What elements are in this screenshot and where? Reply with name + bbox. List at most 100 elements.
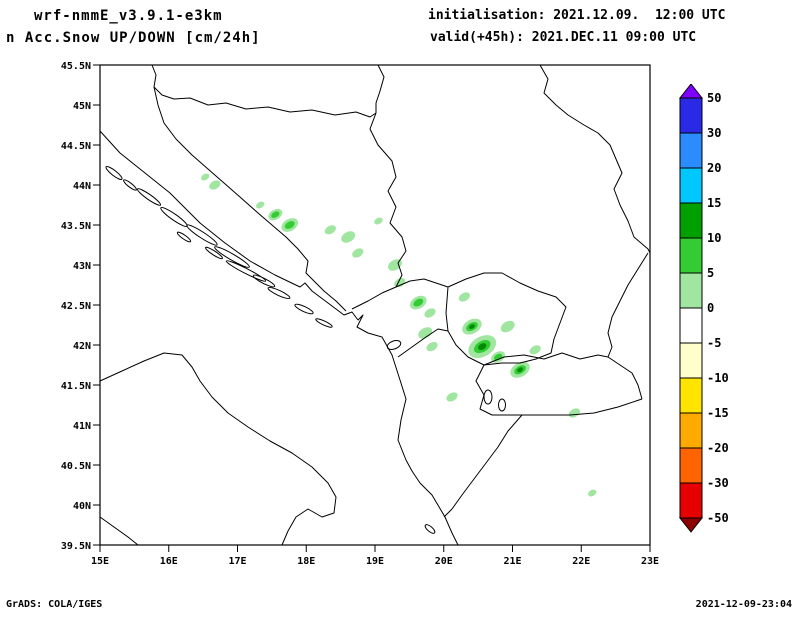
colorbar-band	[679, 377, 703, 414]
colorbar-band	[679, 447, 703, 484]
border-bosnia-croatia	[153, 86, 347, 312]
colorbar-level-label: 10	[707, 231, 721, 245]
snow-spot	[324, 225, 336, 235]
border-montenegro-albania	[397, 328, 449, 358]
snow-spot	[256, 201, 265, 209]
border-greece-albania	[443, 414, 523, 518]
colorbar-band	[679, 307, 703, 344]
border-greece-macedonia	[522, 398, 643, 416]
colorbar-band	[679, 272, 703, 309]
border-kosovo	[445, 272, 567, 366]
coastline-italy	[99, 352, 337, 546]
x-axis-tick-label: 19E	[366, 556, 384, 567]
colorbar-level-label: 0	[707, 301, 714, 315]
colorbar-band	[679, 202, 703, 239]
snow-spot	[341, 231, 356, 243]
colorbar-level-label: 20	[707, 161, 721, 175]
x-axis-tick-label: 23E	[641, 556, 659, 567]
colorbar-level-label: 15	[707, 196, 721, 210]
snow-spot	[413, 298, 424, 307]
snow-spot	[458, 292, 470, 302]
colorbar-level-label: -20	[707, 441, 729, 455]
x-axis-tick-label: 18E	[297, 556, 315, 567]
island	[252, 274, 276, 288]
island	[315, 318, 333, 328]
model-title: wrf-nmmE_v3.9.1-e3km	[34, 8, 223, 24]
island	[186, 224, 218, 246]
lake-ohrid	[483, 389, 493, 405]
colorbar-band	[679, 237, 703, 274]
axes: 45.5N 45N 44.5N 44N 43.5N 43N 42.5N 42N 41.5N 41N…	[61, 61, 659, 567]
island	[294, 303, 314, 315]
product-title: n Acc.Snow UP/DOWN [cm/24h]	[6, 30, 261, 46]
y-axis-tick-label: 44.5N	[61, 141, 91, 152]
island	[136, 188, 162, 206]
plot-timestamp: 2021-12-09-23:04	[695, 599, 792, 610]
colorbar-arrow-top	[678, 84, 704, 99]
colorbar-band	[679, 167, 703, 204]
border-macedonia-north	[483, 352, 609, 366]
island	[225, 260, 267, 282]
colorbar-band	[679, 342, 703, 379]
colorbar-level-label: -50	[707, 511, 729, 525]
colorbar-arrow-bottom	[678, 517, 704, 533]
snow-spot	[517, 367, 523, 373]
y-axis-tick-label: 39.5N	[61, 541, 91, 552]
border-danube	[375, 64, 385, 113]
colorbar-band	[679, 482, 703, 519]
x-axis-tick-label: 17E	[228, 556, 246, 567]
colorbar-band	[679, 97, 703, 134]
island	[123, 179, 137, 191]
lake-scutari	[386, 340, 402, 350]
snow-spot	[418, 327, 433, 339]
border-montenegro-bosnia	[351, 286, 397, 310]
x-axis-tick-label: 15E	[91, 556, 109, 567]
island	[267, 286, 291, 300]
y-axis-tick-label: 41.5N	[61, 381, 91, 392]
snow-spot	[424, 308, 436, 318]
y-axis-tick-label: 43.5N	[61, 221, 91, 232]
snow-spot	[568, 408, 580, 418]
map-plot: 45.5N 45N 44.5N 44N 43.5N 43N 42.5N 42N 41.5N 41N…	[61, 61, 659, 567]
snow-spot	[209, 180, 221, 190]
y-axis-tick-label: 43N	[73, 261, 91, 272]
island	[214, 246, 250, 268]
valid-datetime: valid(+45h): 2021.DEC.11 09:00 UTC	[430, 30, 697, 45]
colorbar-level-label: -15	[707, 406, 729, 420]
y-axis-tick-label: 44N	[73, 181, 91, 192]
y-axis-tick-label: 42N	[73, 341, 91, 352]
country-borders	[99, 64, 651, 546]
border-drina	[369, 112, 407, 288]
colorbar-level-label: 50	[707, 91, 721, 105]
y-axis-tick-label: 45.5N	[61, 61, 91, 72]
snow-spot	[500, 320, 515, 333]
colorbar-band	[679, 132, 703, 169]
coastline-italy-south	[99, 516, 139, 546]
x-axis-tick-label: 16E	[160, 556, 178, 567]
border-macedonia-albania	[475, 364, 522, 416]
y-axis-tick-label: 40.5N	[61, 461, 91, 472]
x-axis-tick-label: 21E	[503, 556, 521, 567]
colorbar-level-label: -5	[707, 336, 721, 350]
snow-spot	[446, 392, 458, 402]
snow-spot	[469, 324, 475, 330]
colorbar-band	[679, 412, 703, 449]
dalmatian-islands	[105, 166, 333, 328]
grads-credit: GrADS: COLA/IGES	[6, 599, 103, 610]
y-axis-tick-label: 45N	[73, 101, 91, 112]
snow-spot	[284, 221, 295, 229]
y-axis-tick-label: 40N	[73, 501, 91, 512]
snow-spot	[387, 259, 402, 271]
border-serbia-bulgaria	[607, 252, 649, 358]
lake-prespa	[498, 398, 506, 412]
colorbar-level-label: 5	[707, 266, 714, 280]
colorbar-level-label: 30	[707, 126, 721, 140]
island	[176, 231, 192, 243]
snow-spot	[529, 345, 541, 355]
island	[160, 206, 188, 228]
snow-accumulation-layer	[201, 173, 597, 497]
snow-spot	[478, 343, 487, 351]
snow-spot	[352, 248, 364, 258]
